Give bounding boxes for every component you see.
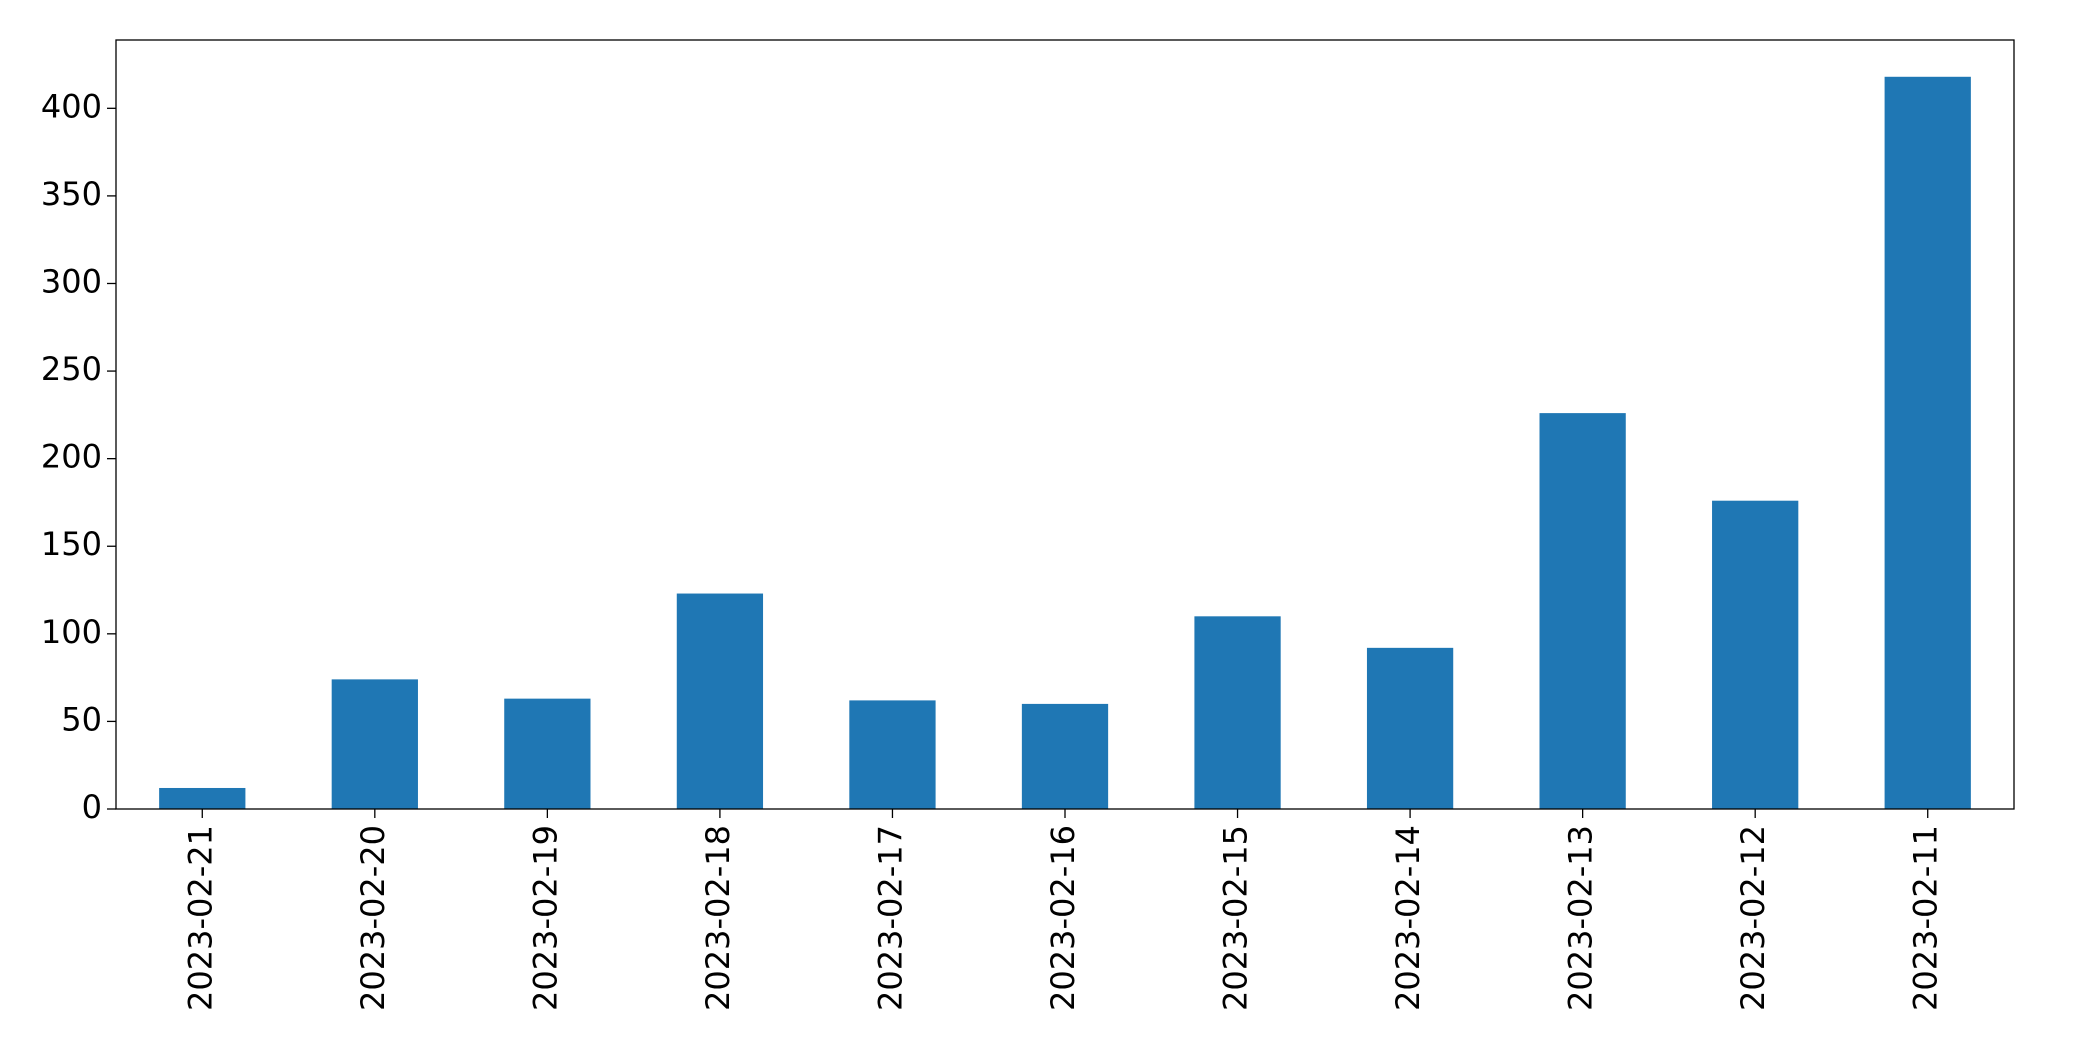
y-tick-label: 100 xyxy=(41,613,102,651)
bar xyxy=(676,593,764,809)
bar xyxy=(1021,703,1109,809)
x-tick-label: 2023-02-13 xyxy=(1562,825,1600,1011)
x-tick-label: 2023-02-15 xyxy=(1217,825,1255,1011)
y-tick-label: 300 xyxy=(41,262,102,300)
x-tick-label: 2023-02-21 xyxy=(181,825,219,1011)
bar xyxy=(159,787,246,809)
y-tick-label: 400 xyxy=(41,87,102,125)
y-tick-label: 200 xyxy=(41,438,102,476)
x-tick-label: 2023-02-16 xyxy=(1044,825,1082,1011)
x-tick-label: 2023-02-19 xyxy=(526,825,564,1011)
bar xyxy=(1884,76,1971,809)
bar xyxy=(1539,413,1626,809)
y-tick-label: 250 xyxy=(41,350,102,388)
bar xyxy=(1366,647,1454,809)
bar xyxy=(849,700,936,809)
bar xyxy=(1194,616,1281,809)
x-tick-label: 2023-02-20 xyxy=(354,825,392,1011)
x-tick-label: 2023-02-12 xyxy=(1734,825,1772,1011)
bar xyxy=(1712,500,1799,809)
x-tick-label: 2023-02-11 xyxy=(1907,825,1945,1011)
plot-frame xyxy=(115,39,2015,810)
y-tick-label: 350 xyxy=(41,175,102,213)
y-tick-label: 150 xyxy=(41,525,102,563)
x-tick-label: 2023-02-17 xyxy=(871,825,909,1011)
x-tick-label: 2023-02-18 xyxy=(699,825,737,1011)
x-tick-label: 2023-02-14 xyxy=(1389,825,1427,1011)
bar xyxy=(331,679,418,809)
y-tick-label: 0 xyxy=(82,788,102,826)
y-tick-label: 50 xyxy=(61,700,102,738)
bar xyxy=(504,698,591,809)
